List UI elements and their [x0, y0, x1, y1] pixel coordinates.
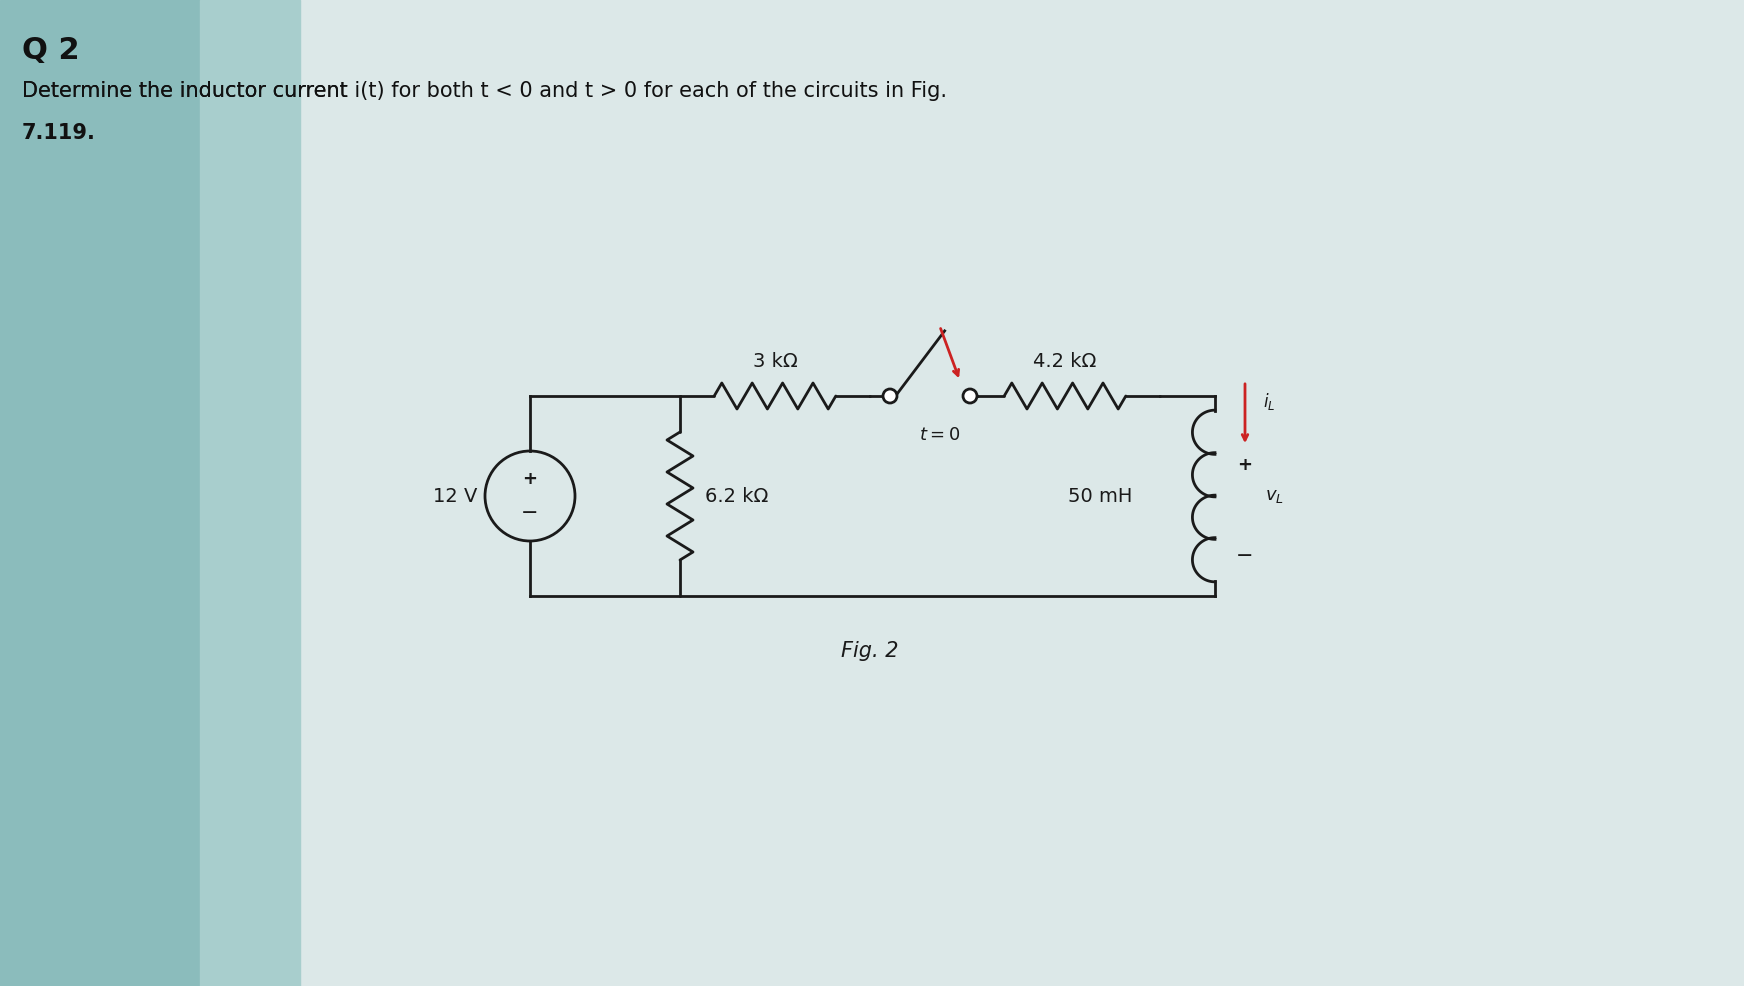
- Text: −: −: [521, 503, 539, 524]
- Text: 6.2 kΩ: 6.2 kΩ: [705, 486, 769, 506]
- Text: Q 2: Q 2: [23, 36, 80, 65]
- Circle shape: [882, 389, 896, 403]
- Text: +: +: [523, 470, 537, 488]
- Text: 7.119.: 7.119.: [23, 123, 96, 143]
- Text: $i_L$: $i_L$: [1263, 391, 1275, 412]
- Text: 50 mH: 50 mH: [1067, 486, 1132, 506]
- Text: $v_L$: $v_L$: [1264, 487, 1284, 505]
- Circle shape: [963, 389, 977, 403]
- Bar: [0, 0, 201, 986]
- Text: Determine the inductor current i(t) for both t < 0 and t > 0 for each of the cir: Determine the inductor current i(t) for …: [23, 81, 947, 101]
- Text: Fig. 2: Fig. 2: [841, 641, 898, 661]
- Text: 12 V: 12 V: [433, 486, 478, 506]
- Text: $t = 0$: $t = 0$: [919, 426, 961, 444]
- Text: +: +: [1238, 456, 1252, 474]
- Text: −: −: [1236, 546, 1254, 566]
- Text: Determine the inductor current: Determine the inductor current: [23, 81, 354, 101]
- Bar: [201, 0, 300, 986]
- Text: 4.2 kΩ: 4.2 kΩ: [1032, 352, 1097, 371]
- Text: 3 kΩ: 3 kΩ: [753, 352, 797, 371]
